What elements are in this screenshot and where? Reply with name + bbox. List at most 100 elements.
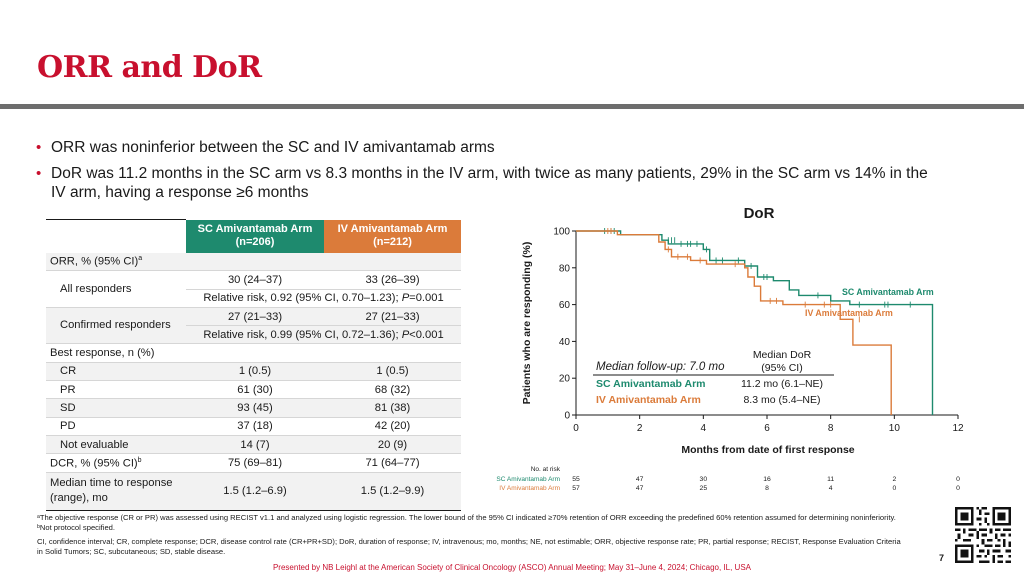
table-row: DCR, % (95% CI)b 75 (69–81) 71 (64–77) xyxy=(46,453,461,473)
all-responders-iv: 33 (26–39) xyxy=(324,270,461,290)
row-sc-value: 1 (0.5) xyxy=(186,362,324,382)
row-iv-value: 1 (0.5) xyxy=(324,362,461,382)
x-tick-label: 0 xyxy=(573,423,579,434)
row-iv-value: 81 (38) xyxy=(324,398,461,418)
table-row: CR 1 (0.5) 1 (0.5) xyxy=(46,362,461,382)
dcr-label: DCR, % (95% CI)b xyxy=(46,453,186,473)
mtr-iv: 1.5 (1.2–9.9) xyxy=(324,472,461,511)
table-header-row: SC Amivantamab Arm (n=206) IV Amivantama… xyxy=(46,219,461,253)
all-responders-rr: Relative risk, 0.92 (95% CI, 0.70–1.23);… xyxy=(186,289,461,308)
all-responders-sc: 30 (24–37) xyxy=(186,270,324,290)
at-risk-iv-value: 0 xyxy=(956,485,960,492)
bullet-list: • ORR was noninferior between the SC and … xyxy=(36,138,936,209)
row-sc-value: 61 (30) xyxy=(186,380,324,400)
row-iv-value: 68 (32) xyxy=(324,380,461,400)
footnote-2: CI, confidence interval; CR, complete re… xyxy=(37,537,901,556)
dor-chart: DoR 0 2 4 6 8 10 12 0 20 40 60 80 100 Median follow-… xyxy=(480,200,980,505)
at-risk-iv-value: 4 xyxy=(829,485,833,492)
y-tick-label: 40 xyxy=(559,337,571,348)
x-tick-label: 4 xyxy=(701,423,707,434)
bullet-item: • ORR was noninferior between the SC and … xyxy=(36,138,936,157)
row-iv-value: 20 (9) xyxy=(324,435,461,455)
at-risk-iv-value: 47 xyxy=(636,485,644,492)
confirmed-responders-iv: 27 (21–33) xyxy=(324,307,461,327)
table-row: Median time to response (range), mo 1.5 … xyxy=(46,472,461,511)
chart-title: DoR xyxy=(744,205,775,222)
at-risk-title: No. at risk xyxy=(531,466,561,473)
at-risk-iv-value: 8 xyxy=(765,485,769,492)
page-number: 7 xyxy=(939,553,945,563)
sc-survival-line xyxy=(576,230,934,415)
row-label: Not evaluable xyxy=(46,435,186,455)
table-row: SD 93 (45) 81 (38) xyxy=(46,398,461,418)
bullet-item: • DoR was 11.2 months in the SC arm vs 8.… xyxy=(36,164,936,202)
table-header-iv: IV Amivantamab Arm (n=212) xyxy=(324,219,461,253)
slide-title: ORR and DoR xyxy=(37,50,262,85)
x-tick-label: 12 xyxy=(952,423,964,434)
title-divider xyxy=(0,104,1024,109)
iv-survival-line xyxy=(576,230,892,415)
table-header-sc: SC Amivantamab Arm (n=206) xyxy=(186,219,324,253)
table-row: Confirmed responders 27 (21–33) 27 (21–3… xyxy=(46,307,461,345)
median-header: Median DoR (95% CI) xyxy=(753,349,812,374)
at-risk-iv-label: IV Amivantamab Arm xyxy=(499,485,560,492)
followup-text: Median follow-up: 7.0 mo xyxy=(596,361,725,373)
row-sc-value: 93 (45) xyxy=(186,398,324,418)
y-tick-label: 0 xyxy=(564,411,570,422)
table-header-blank xyxy=(46,219,186,253)
x-axis-label: Months from date of first response xyxy=(681,444,854,456)
y-tick-label: 60 xyxy=(559,300,571,311)
row-label: PR xyxy=(46,380,186,400)
table-row: Best response, n (%) xyxy=(46,343,461,363)
confirmed-responders-rr: Relative risk, 0.99 (95% CI, 0.72–1.36);… xyxy=(186,325,461,345)
x-tick-label: 6 xyxy=(764,423,770,434)
iv-line-annotation: IV Amivantamab Arm xyxy=(805,308,893,318)
legend-sc-label: SC Amivantamab Arm xyxy=(596,378,706,390)
y-tick-label: 80 xyxy=(559,263,571,274)
at-risk-sc-label: SC Amivantamab Arm xyxy=(496,476,560,483)
table-row: PD 37 (18) 42 (20) xyxy=(46,417,461,436)
at-risk-sc-value: 55 xyxy=(572,476,580,483)
at-risk-sc-value: 11 xyxy=(827,476,834,483)
table-row: PR 61 (30) 68 (32) xyxy=(46,380,461,400)
row-sc-value: 37 (18) xyxy=(186,417,324,436)
table-row: ORR, % (95% CI)a xyxy=(46,252,461,272)
at-risk-sc-value: 16 xyxy=(763,476,771,483)
x-tick-label: 10 xyxy=(889,423,901,434)
bullet-dot-icon: • xyxy=(36,165,42,182)
bullet-dot-icon: • xyxy=(36,139,42,156)
row-iv-value: 42 (20) xyxy=(324,417,461,436)
row-sc-value: 14 (7) xyxy=(186,435,324,455)
orr-label: ORR, % (95% CI)a xyxy=(46,252,461,272)
best-response-label: Best response, n (%) xyxy=(46,343,461,363)
legend-iv-value: 8.3 mo (5.4–NE) xyxy=(743,394,820,406)
bullet-text: ORR was noninferior between the SC and I… xyxy=(51,139,495,156)
all-responders-label: All responders xyxy=(46,270,186,308)
x-tick-label: 2 xyxy=(637,423,643,434)
footnote-1: ᵃThe objective response (CR or PR) was a… xyxy=(37,513,896,532)
at-risk-sc-value: 47 xyxy=(636,476,644,483)
qr-code-icon[interactable] xyxy=(955,507,1011,563)
bullet-text: DoR was 11.2 months in the SC arm vs 8.3… xyxy=(51,165,928,201)
mtr-label: Median time to response (range), mo xyxy=(46,472,186,511)
dcr-sc: 75 (69–81) xyxy=(186,453,324,473)
dcr-iv: 71 (64–77) xyxy=(324,453,461,473)
at-risk-iv-value: 0 xyxy=(892,485,896,492)
at-risk-iv-value: 57 xyxy=(572,485,580,492)
orr-table: SC Amivantamab Arm (n=206) IV Amivantama… xyxy=(46,219,461,511)
at-risk-iv-value: 25 xyxy=(700,485,708,492)
footnotes: ᵃThe objective response (CR or PR) was a… xyxy=(37,513,907,561)
y-tick-label: 100 xyxy=(553,227,570,238)
y-axis-label: Patients who are responding (%) xyxy=(521,242,533,405)
at-risk-sc-value: 30 xyxy=(700,476,708,483)
sc-line-annotation: SC Amivantamab Arm xyxy=(842,287,934,297)
table-row: Relative risk, 0.99 (95% CI, 0.72–1.36);… xyxy=(46,325,461,345)
at-risk-sc-value: 2 xyxy=(892,476,896,483)
row-label: SD xyxy=(46,398,186,418)
row-label: CR xyxy=(46,362,186,382)
table-row: Not evaluable 14 (7) 20 (9) xyxy=(46,435,461,455)
legend-iv-label: IV Amivantamab Arm xyxy=(596,394,701,406)
mtr-sc: 1.5 (1.2–6.9) xyxy=(186,472,324,511)
confirmed-responders-sc: 27 (21–33) xyxy=(186,307,324,327)
